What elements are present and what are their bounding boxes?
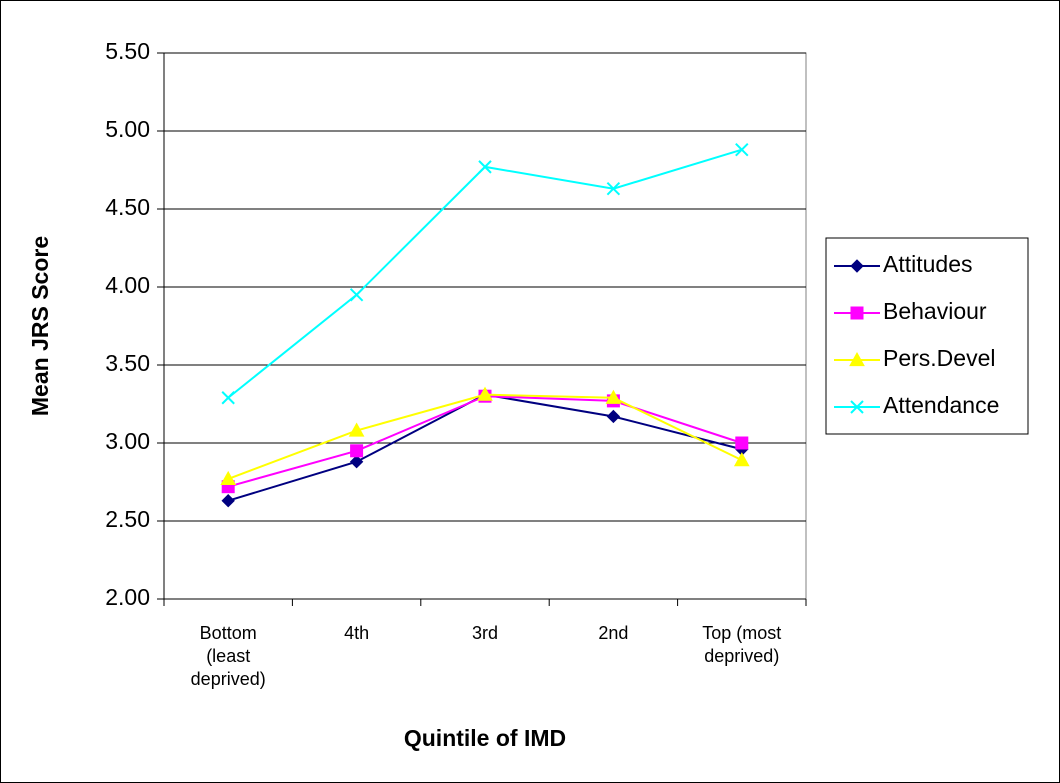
- legend-label: Attitudes: [883, 251, 973, 277]
- marker-stroke: [850, 400, 864, 414]
- data-point: [735, 143, 749, 157]
- x-tick-label: Top (most deprived): [702, 623, 781, 666]
- y-tick-label: 5.00: [105, 116, 150, 142]
- x-tick-label-line: deprived): [191, 669, 266, 689]
- y-tick-label: 2.00: [105, 584, 150, 610]
- x-tick-label-line: 2nd: [598, 623, 628, 643]
- data-point: [350, 444, 364, 458]
- legend-label: Attendance: [883, 392, 999, 418]
- marker-stroke: [221, 391, 235, 405]
- y-tick-label: 4.50: [105, 194, 150, 220]
- data-point: [220, 470, 237, 485]
- series-group: [220, 143, 750, 508]
- data-point: [605, 389, 622, 404]
- data-point: [221, 391, 235, 405]
- legend: Attitudes Behaviour Pers.Devel Attendance: [825, 237, 1029, 435]
- y-axis-title: Mean JRS Score: [27, 236, 53, 416]
- x-tick-label-line: deprived): [704, 646, 779, 666]
- y-tick-label: 5.50: [105, 38, 150, 64]
- data-point: [349, 288, 364, 302]
- legend-marker: [850, 259, 864, 273]
- marker-stroke: [606, 182, 621, 196]
- marker-stroke: [735, 143, 749, 157]
- data-point: [606, 409, 621, 424]
- y-tick-label: 3.50: [105, 350, 150, 376]
- legend-marker: [850, 306, 864, 320]
- marker-stroke: [478, 160, 492, 174]
- legend-label: Pers.Devel: [883, 345, 995, 371]
- legend-item-attendance: Attendance: [834, 392, 999, 418]
- legend-marker: [850, 400, 864, 414]
- x-tick-label: 4th: [344, 623, 369, 643]
- data-point: [478, 160, 492, 174]
- legend-label: Behaviour: [883, 298, 987, 324]
- data-point: [735, 436, 749, 450]
- data-point: [221, 494, 235, 508]
- x-tick-label-line: 4th: [344, 623, 369, 643]
- data-point: [606, 182, 621, 196]
- data-point: [477, 386, 493, 401]
- gridlines: [164, 52, 806, 522]
- legend-marker: [849, 351, 865, 367]
- x-axis-title: Quintile of IMD: [404, 725, 566, 751]
- series-pers-devel: [220, 386, 750, 485]
- marker-stroke: [349, 288, 364, 302]
- legend-item-attitudes: Attitudes: [834, 251, 973, 277]
- x-axis: Bottom (least deprived) 4th 3rd 2nd Top (most d…: [163, 598, 807, 689]
- x-tick-label-line: 3rd: [472, 623, 498, 643]
- x-tick-label-line: Bottom: [200, 623, 257, 643]
- x-tick-label-line: (least: [206, 646, 250, 666]
- legend-item-pers-devel: Pers.Devel: [834, 345, 995, 371]
- x-tick-label: 2nd: [598, 623, 628, 643]
- data-point: [733, 452, 750, 467]
- x-tick-label-line: Top (most: [702, 623, 781, 643]
- series-attendance: [221, 143, 749, 405]
- y-tick-label: 4.00: [105, 272, 150, 298]
- y-tick-label: 3.00: [105, 428, 150, 454]
- legend-item-behaviour: Behaviour: [834, 298, 987, 324]
- legend-box: [825, 237, 1029, 435]
- x-tick-label: 3rd: [472, 623, 498, 643]
- plot-area: [163, 52, 807, 600]
- data-point: [349, 455, 364, 469]
- x-tick-label: Bottom (least deprived): [191, 623, 266, 689]
- y-tick-label: 2.50: [105, 506, 150, 532]
- y-axis: 2.00 2.50 3.00 3.50 4.00 4.50 5.00 5.50: [105, 38, 165, 610]
- data-point: [348, 422, 365, 437]
